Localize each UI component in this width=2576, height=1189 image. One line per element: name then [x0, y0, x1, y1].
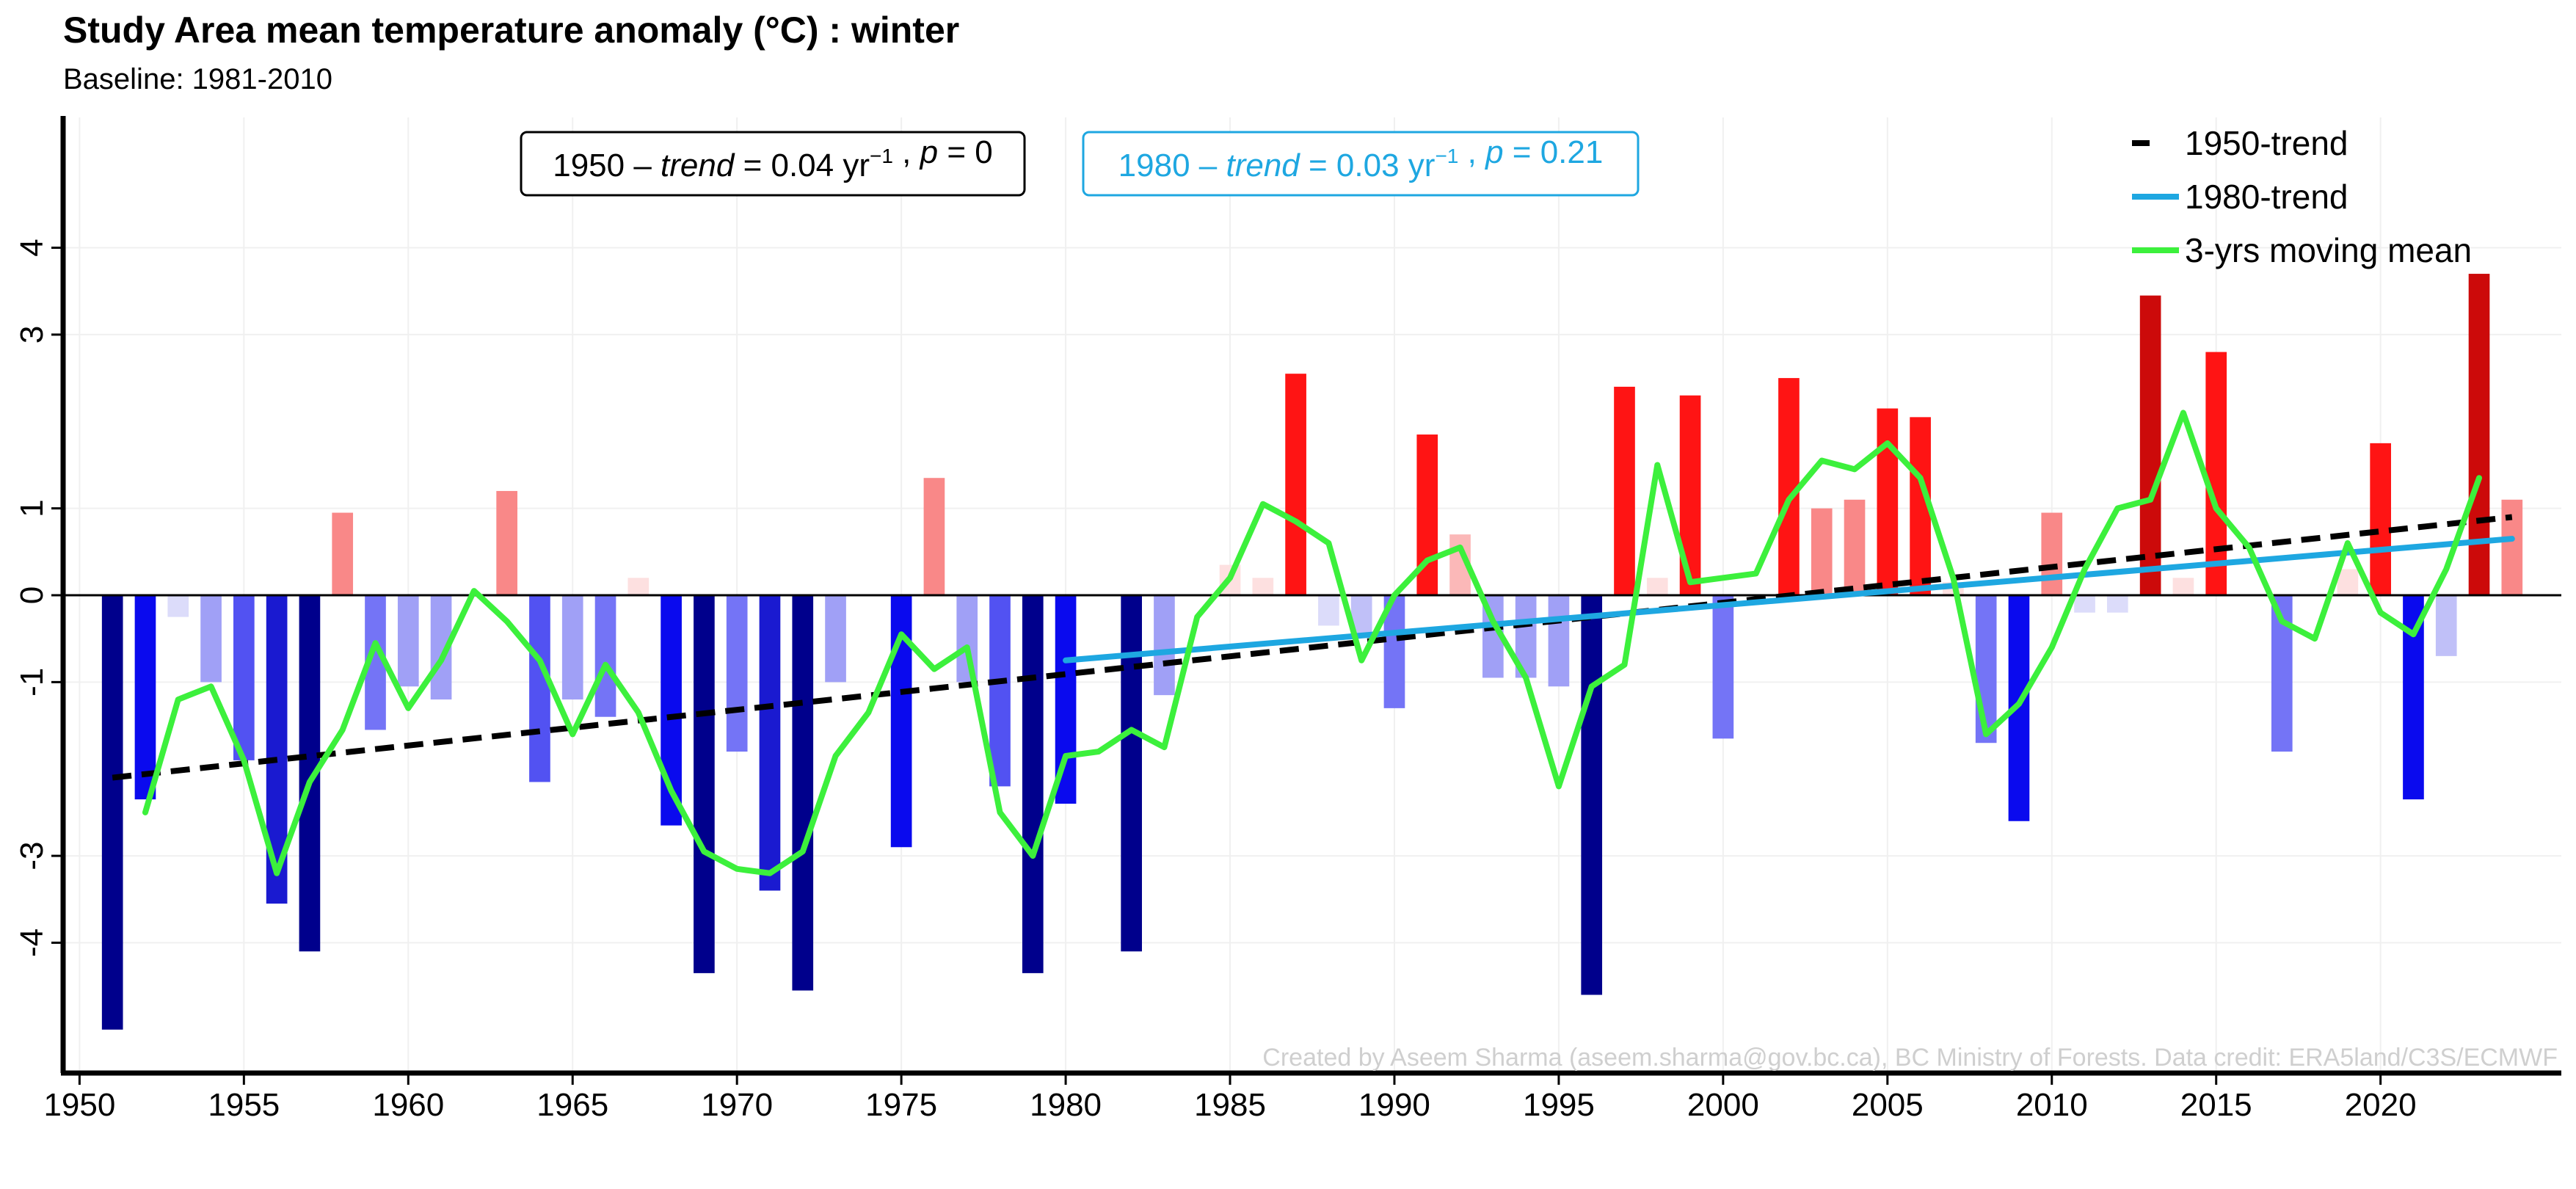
bar [759, 595, 781, 891]
bar [332, 512, 354, 595]
bar [825, 595, 846, 683]
x-tick-label: 1985 [1194, 1087, 1266, 1123]
bar [2172, 578, 2194, 595]
bar [726, 595, 748, 752]
bar [167, 595, 189, 617]
bar [397, 595, 419, 687]
y-tick-label: 3 [14, 326, 50, 343]
y-tick-label: 4 [14, 239, 50, 256]
bar [496, 490, 517, 595]
series-lines [112, 410, 2515, 876]
bar [627, 578, 650, 595]
x-tick-label: 1950 [43, 1087, 115, 1123]
x-tick-label: 2015 [2180, 1087, 2252, 1123]
annotation-frame [1082, 131, 1640, 197]
bar [2468, 274, 2490, 595]
bar [1318, 595, 1339, 626]
bar [2337, 569, 2359, 595]
bar [2074, 595, 2095, 613]
series-line-3-yrs-moving-mean [142, 410, 2483, 876]
bar [1844, 499, 1866, 595]
bar [1022, 595, 1044, 973]
chart-title: Study Area mean temperature anomaly (°C)… [63, 10, 960, 51]
credit-text: Created by Aseem Sharma (aseem.sharma@go… [1262, 1044, 2558, 1072]
bar [2139, 295, 2161, 595]
bar [2501, 499, 2523, 595]
bar [1811, 508, 1833, 595]
bar [792, 595, 814, 991]
x-tick-label: 1995 [1523, 1087, 1595, 1123]
trend-annotation-box: 1950 – trend = 0.04 yr−1 , p = 0 [520, 131, 1026, 197]
bar [1581, 595, 1603, 995]
bar [200, 595, 222, 683]
annotation-frame [520, 131, 1026, 197]
bar [561, 595, 583, 700]
bar [1285, 374, 1306, 595]
bar [2435, 595, 2457, 656]
y-tick-label: -3 [14, 842, 50, 870]
legend-label: 1980-trend [2185, 178, 2348, 216]
legend-label: 1950-trend [2185, 124, 2348, 162]
bar [694, 595, 715, 973]
trend-annotation-box: 1980 – trend = 0.03 yr−1 , p = 0.21 [1082, 131, 1640, 197]
bar [1252, 578, 1274, 595]
bar [1646, 578, 1668, 595]
bar [1975, 595, 1997, 743]
bar [1877, 408, 1899, 595]
x-tick-label: 1955 [208, 1087, 280, 1123]
bar [1548, 595, 1570, 687]
x-tick-label: 1990 [1358, 1087, 1430, 1123]
bar [233, 595, 255, 760]
x-tick-label: 2020 [2345, 1087, 2417, 1123]
bar [134, 595, 156, 800]
y-tick-label: -4 [14, 928, 50, 957]
bar [2107, 595, 2128, 613]
bar [1121, 595, 1142, 952]
y-tick-label: 1 [14, 499, 50, 517]
bar [989, 595, 1011, 787]
y-tick-label: 0 [14, 586, 50, 604]
legend-label: 3-yrs moving mean [2185, 231, 2472, 269]
annotation-text: 1950 – trend = 0.04 yr−1 , p = 0 [553, 134, 993, 183]
bar [1778, 378, 1800, 595]
x-tick-label: 2005 [1852, 1087, 1924, 1123]
bar [923, 478, 945, 595]
x-tick-label: 1970 [701, 1087, 773, 1123]
x-tick-label: 1975 [865, 1087, 937, 1123]
bar [594, 595, 616, 717]
series-line-1950-trend [112, 514, 2513, 781]
bars [101, 274, 2523, 1030]
x-tick-label: 2000 [1687, 1087, 1759, 1123]
bar [2370, 443, 2391, 595]
bar [1712, 595, 1734, 739]
x-axis-ticks: 1950 1955 1960 1965 1970 1975 1980 1985 1990 1995… [43, 1073, 2417, 1123]
x-tick-label: 1980 [1030, 1087, 1102, 1123]
bar [101, 595, 123, 1030]
x-tick-label: 1965 [536, 1087, 608, 1123]
y-axis-ticks: -4 -3 -1 0 1 3 4 [14, 239, 63, 957]
bar [2205, 352, 2227, 595]
bar [1614, 386, 1635, 595]
y-tick-label: -1 [14, 668, 50, 697]
chart-subtitle: Baseline: 1981-2010 [63, 63, 332, 95]
legend: 1950-trend 1980-trend 3-yrs moving mean [2132, 124, 2472, 269]
bar [2041, 512, 2063, 595]
trend-annotations: 1950 – trend = 0.04 yr−1 , p = 0 1980 – t… [520, 131, 1640, 197]
bar [956, 595, 978, 683]
bar [1154, 595, 1175, 696]
bar [529, 595, 550, 782]
x-tick-label: 2010 [2016, 1087, 2088, 1123]
annotation-text: 1980 – trend = 0.03 yr−1 , p = 0.21 [1118, 134, 1604, 183]
series-line-1980-trend [1063, 536, 2515, 663]
x-tick-label: 1960 [372, 1087, 444, 1123]
